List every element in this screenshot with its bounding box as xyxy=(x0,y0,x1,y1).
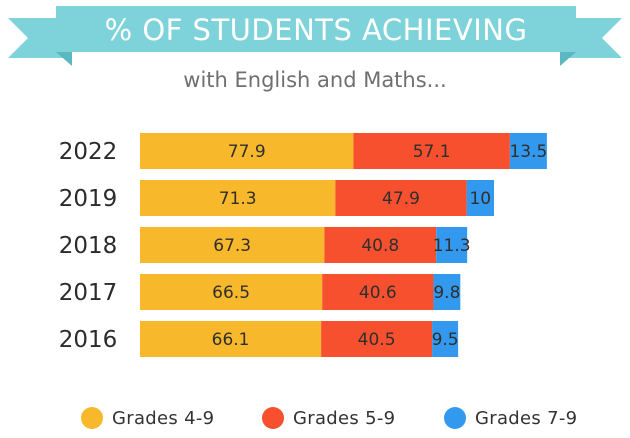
legend-label: Grades 4-9 xyxy=(112,408,214,429)
banner-ribbon xyxy=(56,6,576,52)
data-label: 9.5 xyxy=(432,330,459,350)
bar-segment xyxy=(353,133,510,169)
category-label: 2022 xyxy=(59,139,118,165)
bar-segment xyxy=(140,133,354,169)
legend-swatch xyxy=(444,407,466,429)
data-label: 13.5 xyxy=(509,142,547,162)
bar-segment xyxy=(335,180,467,216)
chart-subtitle: with English and Maths... xyxy=(183,68,446,92)
bar-segment xyxy=(140,274,323,310)
bar-segment xyxy=(433,274,461,310)
legend-item: Grades 4-9 xyxy=(81,407,214,429)
legend-label: Grades 7-9 xyxy=(475,408,577,429)
bar-row-2018: 2018 67.3 40.8 11.3 xyxy=(59,227,471,263)
data-label: 47.9 xyxy=(382,189,420,209)
data-label: 66.5 xyxy=(212,283,250,303)
bar-segment xyxy=(432,321,459,357)
bars-area: 2022 77.9 57.1 13.5 2019 71.3 47.9 10 2018 67.3 40… xyxy=(59,133,547,357)
legend-swatch xyxy=(81,407,103,429)
bar-row-2016: 2016 66.1 40.5 9.5 xyxy=(59,321,459,357)
bar-segment xyxy=(509,133,547,169)
data-label: 11.3 xyxy=(433,236,471,256)
bar-segment xyxy=(140,227,325,263)
data-label: 40.5 xyxy=(358,330,396,350)
bar-segment xyxy=(436,227,468,263)
category-label: 2016 xyxy=(59,327,118,353)
bar-row-2019: 2019 71.3 47.9 10 xyxy=(59,180,495,216)
data-label: 71.3 xyxy=(219,189,257,209)
bar-segment xyxy=(322,274,434,310)
legend: Grades 4-9 Grades 5-9 Grades 7-9 xyxy=(81,407,577,429)
bar-row-2017: 2017 66.5 40.6 9.8 xyxy=(59,274,461,310)
data-label: 66.1 xyxy=(212,330,250,350)
data-label: 40.6 xyxy=(359,283,397,303)
category-label: 2018 xyxy=(59,233,118,259)
data-label: 77.9 xyxy=(228,142,266,162)
legend-item: Grades 7-9 xyxy=(444,407,577,429)
category-label: 2017 xyxy=(59,280,118,306)
bar-row-2022: 2022 77.9 57.1 13.5 xyxy=(59,133,547,169)
data-label: 10 xyxy=(469,189,491,209)
legend-item: Grades 5-9 xyxy=(262,407,395,429)
bar-segment xyxy=(140,321,322,357)
banner-right-fold xyxy=(560,52,576,66)
bar-segment xyxy=(324,227,437,263)
data-label: 67.3 xyxy=(213,236,251,256)
bar-segment xyxy=(466,180,495,216)
data-label: 40.8 xyxy=(361,236,399,256)
banner-left-fold xyxy=(56,52,72,66)
legend-label: Grades 5-9 xyxy=(293,408,395,429)
category-label: 2019 xyxy=(59,186,118,212)
bar-segment xyxy=(140,180,336,216)
title-banner: % OF STUDENTS ACHIEVING xyxy=(8,6,622,66)
chart-title: % OF STUDENTS ACHIEVING xyxy=(105,13,528,47)
legend-swatch xyxy=(262,407,284,429)
data-label: 57.1 xyxy=(413,142,451,162)
bar-segment xyxy=(321,321,433,357)
data-label: 9.8 xyxy=(433,283,460,303)
